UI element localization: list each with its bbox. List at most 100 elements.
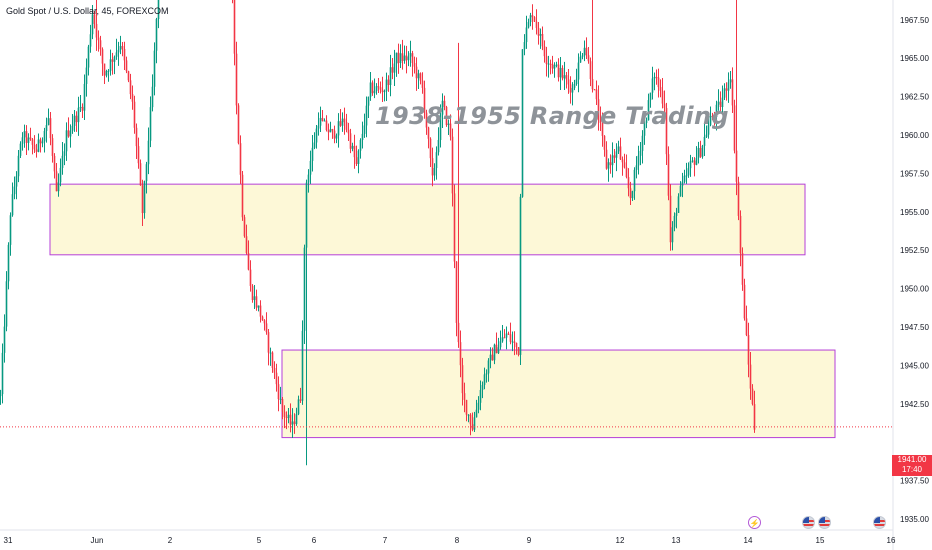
y-tick-label: 1935.00	[900, 515, 929, 524]
candle-body	[703, 136, 706, 146]
candle-body	[419, 73, 422, 81]
range-zone	[49, 183, 806, 256]
candle-body	[151, 86, 154, 108]
candle-body	[511, 341, 514, 343]
candle-body	[633, 169, 636, 192]
candle-body	[379, 87, 382, 90]
candle-body	[655, 76, 658, 78]
candle-body	[285, 416, 288, 418]
candle-body	[271, 352, 274, 368]
candle-body	[111, 59, 114, 62]
candle-body	[51, 138, 54, 156]
candle-body	[311, 147, 314, 161]
candle-body	[601, 122, 604, 136]
candle-body	[417, 73, 420, 79]
candle-body	[469, 414, 472, 425]
candle-body	[475, 409, 478, 418]
x-tick-label: 6	[312, 536, 317, 545]
candle-body	[639, 150, 642, 156]
candle-body	[5, 281, 8, 327]
candle-body	[319, 117, 322, 126]
candle-body	[325, 120, 328, 131]
candle-body	[381, 89, 384, 93]
candle-body	[239, 143, 242, 175]
candle-body	[39, 139, 42, 144]
candle-body	[25, 131, 28, 143]
candle-body	[693, 160, 696, 165]
candle-body	[653, 76, 656, 79]
candle-body	[37, 139, 40, 152]
candle-body	[553, 64, 556, 69]
candle-body	[519, 196, 522, 355]
candle-body	[579, 56, 582, 63]
candle-body	[581, 55, 584, 57]
candle-body	[105, 71, 108, 76]
candle-body	[423, 87, 426, 113]
candle-body	[567, 79, 570, 85]
candle-body	[573, 83, 576, 88]
y-tick-label: 1965.00	[900, 54, 929, 63]
candle-body	[481, 384, 484, 390]
candle-body	[347, 129, 350, 134]
candle-body	[23, 131, 26, 138]
candle-body	[133, 101, 136, 128]
candle-body	[677, 196, 680, 214]
candle-body	[737, 181, 740, 216]
x-tick-label: 9	[527, 536, 532, 545]
candle-body	[665, 108, 668, 155]
candle-body	[53, 155, 56, 172]
candle-body	[147, 140, 150, 165]
lightning-icon[interactable]: ⚡	[748, 516, 761, 529]
candle-body	[119, 46, 122, 50]
candle-body	[495, 344, 498, 354]
candle-body	[265, 323, 268, 333]
candle-body	[447, 123, 450, 126]
candle-body	[77, 107, 80, 123]
us-flag-icon[interactable]	[873, 516, 886, 529]
candle-body	[407, 56, 410, 61]
candle-body	[715, 104, 718, 118]
candle-body	[359, 140, 362, 151]
candle-body	[127, 71, 130, 81]
candle-body	[243, 217, 246, 237]
us-flag-icon[interactable]	[802, 516, 815, 529]
candle-body	[659, 87, 662, 91]
candle-body	[721, 97, 724, 107]
candle-body	[699, 147, 702, 157]
candle-body	[367, 96, 370, 106]
candle-body	[643, 123, 646, 136]
y-tick-label: 1952.50	[900, 246, 929, 255]
candle-body	[585, 47, 588, 56]
candle-body	[551, 63, 554, 69]
candle-body	[79, 106, 82, 108]
candle-body	[349, 133, 352, 149]
candle-body	[135, 127, 138, 147]
candle-body	[9, 215, 12, 245]
candle-body	[687, 168, 690, 176]
candle-body	[99, 40, 102, 50]
candle-body	[0, 394, 2, 397]
x-tick-label: 12	[616, 536, 625, 545]
us-flag-icon[interactable]	[818, 516, 831, 529]
x-tick-label: 2	[168, 536, 173, 545]
y-tick-label: 1947.50	[900, 323, 929, 332]
candle-body	[291, 421, 294, 425]
candle-body	[609, 162, 612, 166]
candle-body	[497, 347, 500, 354]
candle-body	[353, 145, 356, 158]
x-tick-label: 8	[455, 536, 460, 545]
candle-body	[247, 252, 250, 270]
candle-body	[571, 87, 574, 93]
candle-body	[457, 322, 460, 343]
candle-body	[343, 118, 346, 123]
candle-body	[485, 373, 488, 375]
candle-body	[449, 123, 452, 137]
candle-body	[315, 128, 318, 143]
candle-body	[647, 100, 650, 121]
candle-body	[467, 414, 470, 416]
candle-body	[557, 64, 560, 78]
candle-body	[87, 46, 90, 68]
candle-body	[251, 285, 254, 301]
candle-body	[685, 175, 688, 177]
